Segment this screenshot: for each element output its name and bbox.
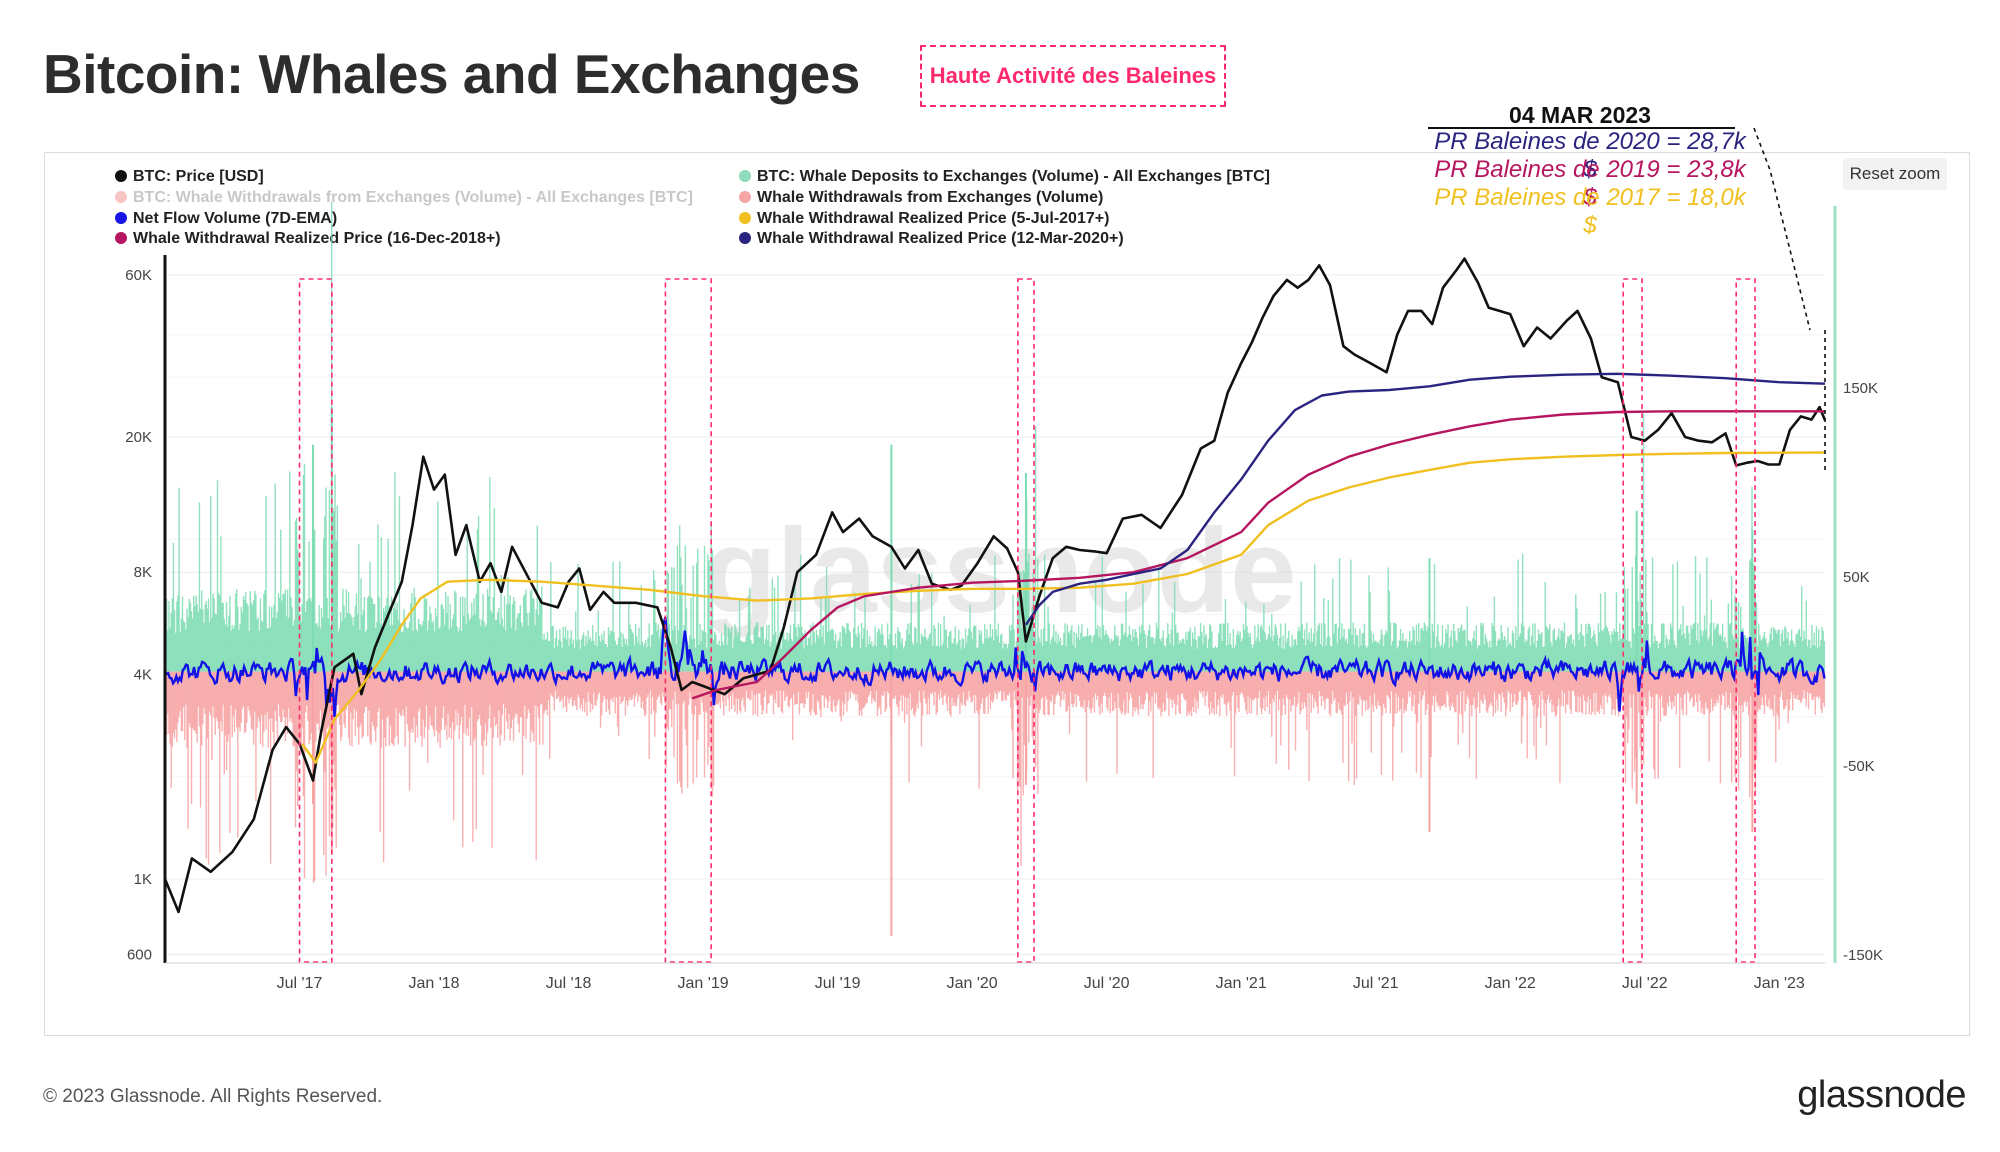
legend-item-deposits[interactable]: BTC: Whale Deposits to Exchanges (Volume… [739, 168, 1270, 186]
y-left-tick-label: 4K [134, 666, 152, 683]
rp2017-line [301, 451, 1826, 764]
y-left-tick-label: 8K [134, 564, 152, 581]
legend-dot-icon [739, 212, 751, 224]
highlight-period-box [1017, 278, 1035, 963]
legend-item-rp2018[interactable]: Whale Withdrawal Realized Price (16-Dec-… [115, 230, 501, 248]
annotation-rp2020: PR Baleines de 2020 = 28,7k $ [1434, 128, 1746, 183]
annotation-rp2017: PR Baleines de 2017 = 18,0k $ [1434, 184, 1746, 239]
legend-label: Whale Withdrawal Realized Price (5-Jul-2… [757, 210, 1110, 227]
annotation-rp2019: PR Baleines de 2019 = 23,8k $ [1434, 156, 1746, 211]
x-tick-label: Jan '21 [1216, 975, 1267, 992]
y-left-tick-label: 1K [134, 871, 152, 888]
legend-item-rp2017[interactable]: Whale Withdrawal Realized Price (5-Jul-2… [739, 210, 1109, 228]
legend-dot-icon [115, 170, 127, 182]
legend-label: Net Flow Volume (7D-EMA) [133, 210, 338, 227]
page-title: Bitcoin: Whales and Exchanges [43, 43, 860, 105]
legend-item-withdrawals[interactable]: Whale Withdrawals from Exchanges (Volume… [739, 189, 1103, 207]
legend-dot-icon [115, 232, 127, 244]
legend-dot-icon [739, 232, 751, 244]
chart-frame [44, 152, 1970, 1036]
x-tick-label: Jul '21 [1353, 975, 1399, 992]
price-line [163, 257, 1827, 914]
watermark-text: glassnode [703, 504, 1297, 638]
y-left-tick-label: 20K [125, 429, 152, 446]
legend-item-withdrawals-all[interactable]: BTC: Whale Withdrawals from Exchanges (V… [115, 189, 693, 207]
legend-item-rp2020[interactable]: Whale Withdrawal Realized Price (12-Mar-… [739, 230, 1124, 248]
x-tick-label: Jul '22 [1622, 975, 1668, 992]
reset-zoom-button[interactable]: Reset zoom [1843, 158, 1947, 190]
legend-label: BTC: Whale Deposits to Exchanges (Volume… [757, 168, 1270, 185]
legend-item-netflow[interactable]: Net Flow Volume (7D-EMA) [115, 210, 337, 228]
x-tick-label: Jan '23 [1754, 975, 1805, 992]
y-right-tick-label: -150K [1843, 947, 1883, 964]
x-tick-label: Jul '17 [277, 975, 323, 992]
x-tick-label: Jul '19 [815, 975, 861, 992]
x-tick-label: Jul '20 [1084, 975, 1130, 992]
legend-label: Whale Withdrawal Realized Price (16-Dec-… [133, 230, 501, 247]
y-left-tick-label: 600 [127, 946, 152, 963]
legend-dot-icon [115, 191, 127, 203]
x-tick-label: Jan '20 [947, 975, 998, 992]
rp2020-line [1024, 372, 1826, 626]
glassnode-logo: glassnode [1797, 1074, 1966, 1116]
annotation-date: 04 MAR 2023 [1509, 102, 1651, 128]
legend-dot-icon [739, 170, 751, 182]
y-right-tick-label: -50K [1843, 758, 1875, 775]
legend-label: BTC: Whale Withdrawals from Exchanges (V… [133, 189, 693, 206]
legend-label: Whale Withdrawals from Exchanges (Volume… [757, 189, 1104, 206]
x-tick-label: Jan '22 [1485, 975, 1536, 992]
highlight-period-box [664, 278, 712, 963]
highlight-period-box [1735, 278, 1756, 963]
y-left-tick-label: 60K [125, 267, 152, 284]
x-tick-label: Jan '18 [408, 975, 459, 992]
x-tick-label: Jul '18 [546, 975, 592, 992]
legend-label: Whale Withdrawal Realized Price (12-Mar-… [757, 230, 1124, 247]
highlight-period-box [1622, 278, 1643, 963]
legend-dot-icon [115, 212, 127, 224]
rp2018-line [691, 410, 1825, 700]
copyright-footer: © 2023 Glassnode. All Rights Reserved. [43, 1086, 383, 1107]
netflow-line [163, 616, 1826, 717]
y-right-tick-label: 50K [1843, 569, 1870, 586]
highlight-period-box [298, 278, 333, 963]
legend-item-price[interactable]: BTC: Price [USD] [115, 168, 264, 186]
legend-label: BTC: Price [USD] [133, 168, 264, 185]
x-tick-label: Jan '19 [678, 975, 729, 992]
legend-dot-icon [739, 191, 751, 203]
y-right-tick-label: 150K [1843, 380, 1878, 397]
annotation-pointer [1753, 127, 1811, 331]
whale-activity-badge: Haute Activité des Baleines [920, 45, 1226, 107]
